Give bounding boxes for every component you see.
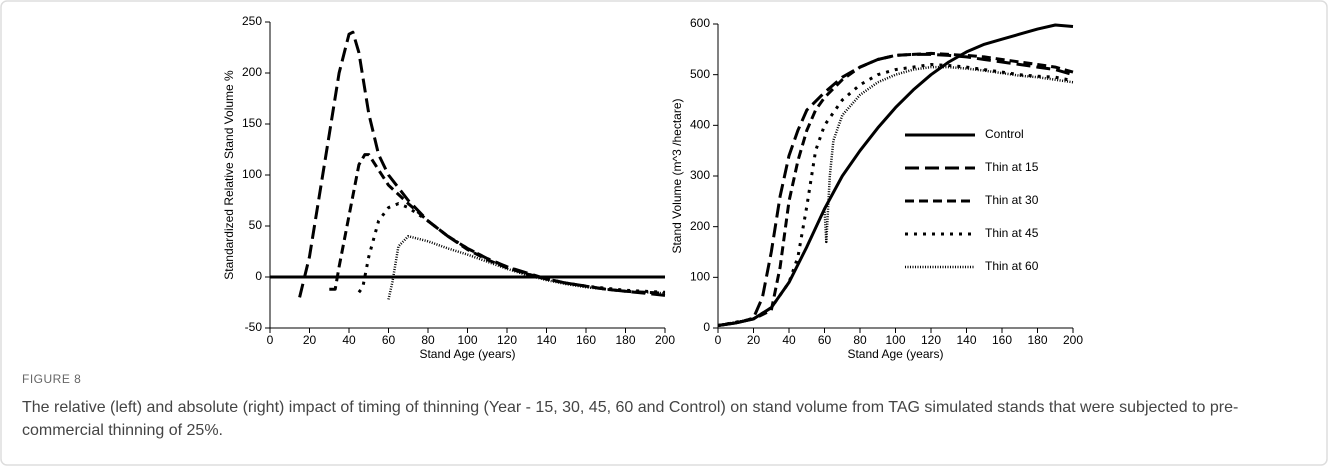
series-line [717, 65, 1074, 327]
x-tick-label: 40 [782, 333, 796, 347]
y-tick-label: 0 [703, 320, 710, 334]
x-tick-label: 100 [885, 333, 905, 347]
x-tick-label: 60 [382, 333, 396, 347]
series-line [298, 30, 666, 298]
y-tick-label: 500 [690, 67, 710, 81]
y-tick-label: 600 [690, 16, 710, 30]
x-tick-label: 180 [1027, 333, 1047, 347]
y-axis-label: Stand Volume (m^3 /hectare) [670, 98, 684, 253]
y-tick-label: 400 [690, 118, 710, 132]
series-line [329, 153, 666, 295]
legend-label: Control [985, 127, 1024, 141]
x-tick-label: 100 [457, 333, 477, 347]
y-tick-label: 150 [242, 116, 262, 130]
x-axis-label: Stand Age (years) [847, 347, 943, 361]
x-tick-label: 140 [956, 333, 976, 347]
y-tick-label: 100 [690, 270, 710, 284]
y-axis-label: Standardized Relative Stand Volume % [222, 70, 236, 280]
x-tick-label: 140 [536, 333, 556, 347]
x-tick-label: 20 [747, 333, 761, 347]
x-tick-label: 160 [992, 333, 1012, 347]
y-tick-label: 200 [242, 65, 262, 79]
x-tick-label: 40 [342, 333, 356, 347]
x-tick-label: 60 [818, 333, 832, 347]
y-tick-label: -50 [245, 320, 263, 334]
series-line [387, 234, 666, 300]
y-tick-label: 300 [690, 168, 710, 182]
x-tick-label: 20 [303, 333, 317, 347]
figure-caption: The relative (left) and absolute (right)… [22, 399, 1239, 439]
series-line [717, 23, 1074, 327]
y-tick-label: 250 [242, 14, 262, 28]
series-line [717, 52, 1074, 327]
series-line [357, 202, 666, 294]
y-tick-label: 50 [249, 218, 263, 232]
x-axis-label: Stand Age (years) [419, 347, 515, 361]
legend-label: Thin at 15 [985, 160, 1039, 174]
x-tick-label: 120 [921, 333, 941, 347]
x-tick-label: 180 [615, 333, 635, 347]
legend-label: Thin at 60 [985, 259, 1039, 273]
y-tick-label: 100 [242, 167, 262, 181]
x-tick-label: 0 [267, 333, 274, 347]
x-tick-label: 160 [576, 333, 596, 347]
figure-label: FIGURE 8 [22, 372, 82, 386]
y-tick-label: 200 [690, 219, 710, 233]
x-tick-label: 120 [497, 333, 517, 347]
x-tick-label: 200 [655, 333, 675, 347]
x-tick-label: 80 [421, 333, 435, 347]
series-line [717, 51, 1074, 327]
legend-label: Thin at 45 [985, 226, 1039, 240]
y-tick-label: 0 [255, 269, 262, 283]
x-tick-label: 80 [853, 333, 867, 347]
x-tick-label: 200 [1063, 333, 1083, 347]
legend-label: Thin at 30 [985, 193, 1039, 207]
x-tick-label: 0 [715, 333, 722, 347]
